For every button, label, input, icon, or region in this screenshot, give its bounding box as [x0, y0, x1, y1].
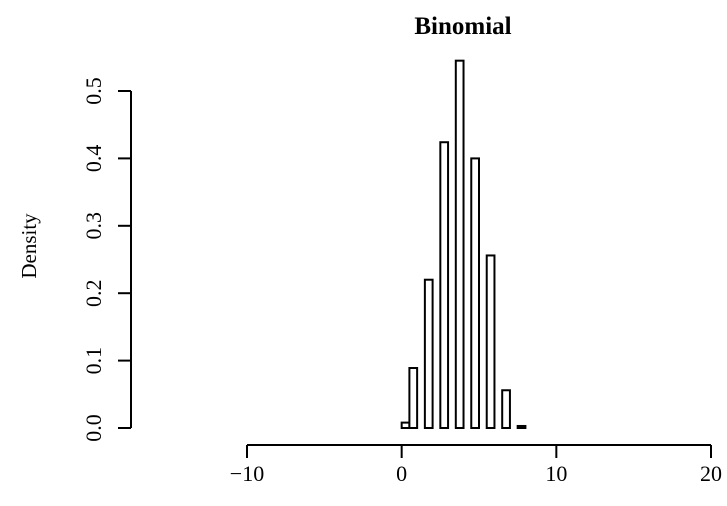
- x-tick-label: 0: [396, 461, 407, 486]
- histogram-bar: [439, 141, 450, 429]
- x-axis: −10 0 10 20: [230, 444, 722, 486]
- x-tick-label: −10: [230, 461, 264, 486]
- histogram-bar: [423, 278, 434, 429]
- y-axis-label: Density: [17, 213, 41, 279]
- y-axis: 0.0 0.1 0.2 0.3 0.4 0.5: [81, 77, 132, 442]
- histogram-bar: [454, 59, 465, 429]
- y-tick-label: 0.0: [81, 414, 106, 442]
- histogram-bar: [470, 157, 480, 429]
- y-tick-label: 0.4: [81, 145, 106, 173]
- histogram-bar: [516, 424, 527, 430]
- histogram-bar: [400, 421, 411, 429]
- bars-group: [400, 59, 527, 430]
- x-tick-label: 20: [700, 461, 722, 486]
- y-tick-label: 0.1: [81, 347, 106, 375]
- y-tick-label: 0.2: [81, 279, 106, 307]
- histogram-bar: [501, 389, 511, 430]
- y-tick-label: 0.3: [81, 212, 106, 240]
- histogram-bar: [408, 367, 419, 430]
- y-tick-label: 0.5: [81, 77, 106, 105]
- histogram-bar: [485, 254, 496, 429]
- chart-title: Binomial: [414, 13, 511, 40]
- x-tick-label: 10: [545, 461, 567, 486]
